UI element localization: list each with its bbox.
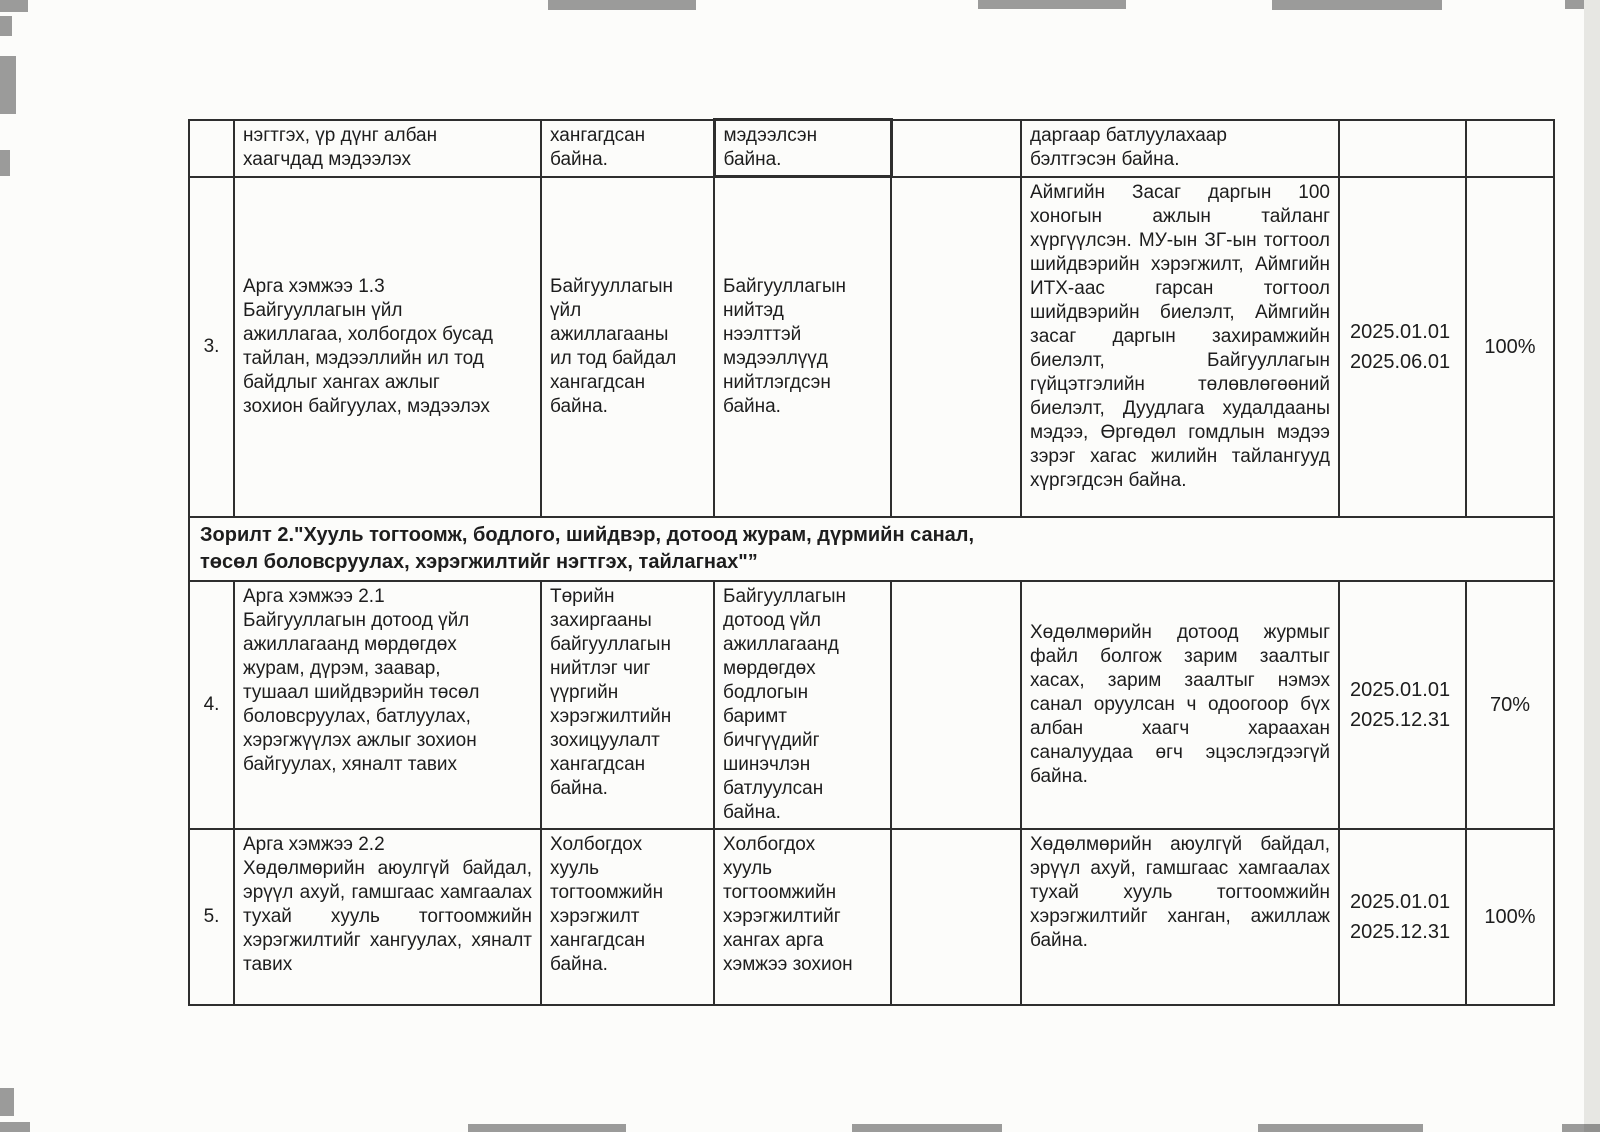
- percent-cell: 70%: [1465, 579, 1555, 830]
- indicator-cell: Холбогдох хууль тогтоомжийн хэрэгжилтийг…: [713, 827, 892, 1006]
- scan-edge-band: [1584, 0, 1600, 1132]
- implementation-cell: Аймгийн Засаг даргын 100 хоногын ажлын т…: [1020, 175, 1340, 518]
- indicator-cell: Байгууллагын дотоод үйл ажиллагаанд мөрд…: [713, 579, 892, 830]
- section-header-row: Зорилт 2."Хууль тогтоомж, бодлого, шийдв…: [188, 515, 1555, 582]
- scan-artifact: [0, 0, 28, 12]
- implementation-cell: даргаар батлуулахаар бэлтгэсэн байна.: [1020, 118, 1340, 178]
- table-row: 4. Арга хэмжээ 2.1 Байгууллагын дотоод ү…: [188, 579, 1555, 830]
- empty-cell: [890, 579, 1022, 830]
- row-number-cell: 5.: [188, 827, 235, 1006]
- period-cell: 2025.01.01 2025.12.31: [1338, 579, 1467, 830]
- row-number-cell: 4.: [188, 579, 235, 830]
- section-title: Зорилт 2."Хууль тогтоомж, бодлого, шийдв…: [188, 515, 1555, 582]
- activity-cell: Арга хэмжээ 2.1 Байгууллагын дотоод үйл …: [233, 579, 542, 830]
- outcome-cell: Холбогдох хууль тогтоомжийн хэрэгжилт ха…: [540, 827, 715, 1006]
- table-row: 5. Арга хэмжээ 2.2 Хөдөлмөрийн аюулгүй б…: [188, 827, 1555, 1006]
- empty-cell: [890, 118, 1022, 178]
- period-cell: [1338, 118, 1467, 178]
- outcome-cell: Төрийн захиргааны байгууллагын нийтлэг ч…: [540, 579, 715, 830]
- scan-artifact: [468, 1124, 626, 1132]
- implementation-cell: Хөдөлмөрийн дотоод журмыг файл болгож за…: [1020, 579, 1340, 830]
- activity-cell: Арга хэмжээ 1.3 Байгууллагын үйл ажиллаг…: [233, 175, 542, 518]
- scan-artifact: [978, 0, 1126, 9]
- table-row: 3. Арга хэмжээ 1.3 Байгууллагын үйл ажил…: [188, 175, 1555, 518]
- percent-cell: 100%: [1465, 827, 1555, 1006]
- performance-report-table: нэгтгэх, үр дүнг албан хаагчдад мэдээлэх…: [188, 118, 1555, 1006]
- scan-artifact: [548, 0, 696, 10]
- outcome-cell: Байгууллагын үйл ажиллагааны ил тод байд…: [540, 175, 715, 518]
- period-cell: 2025.01.01 2025.06.01: [1338, 175, 1467, 518]
- period-cell: 2025.01.01 2025.12.31: [1338, 827, 1467, 1006]
- row-number-cell: 3.: [188, 175, 235, 518]
- implementation-cell: Хөдөлмөрийн аюулгүй байдал, эрүүл ахуй, …: [1020, 827, 1340, 1006]
- indicator-cell: Байгууллагын нийтэд нээлттэй мэдээллүүд …: [713, 175, 892, 518]
- scan-artifact: [852, 1124, 1002, 1132]
- percent-cell: 100%: [1465, 175, 1555, 518]
- scan-artifact: [0, 1122, 30, 1132]
- outcome-cell: хангагдсан байна.: [540, 118, 715, 178]
- scan-artifact: [1565, 0, 1600, 9]
- scan-artifact: [1258, 1124, 1423, 1132]
- empty-cell: [890, 175, 1022, 518]
- indicator-cell: мэдээлсэн байна.: [712, 118, 893, 178]
- activity-cell: Арга хэмжээ 2.2 Хөдөлмөрийн аюулгүй байд…: [233, 827, 542, 1006]
- empty-cell: [890, 827, 1022, 1006]
- activity-cell: нэгтгэх, үр дүнг албан хаагчдад мэдээлэх: [233, 118, 542, 178]
- row-number-cell: [188, 118, 235, 178]
- scan-artifact: [0, 16, 12, 36]
- scan-artifact: [0, 56, 16, 114]
- scan-artifact: [1272, 0, 1442, 10]
- table-row: нэгтгэх, үр дүнг албан хаагчдад мэдээлэх…: [188, 118, 1555, 178]
- scan-artifact: [0, 1088, 14, 1116]
- percent-cell: [1465, 118, 1555, 178]
- scan-artifact: [0, 150, 10, 176]
- scan-artifact: [1562, 1124, 1600, 1132]
